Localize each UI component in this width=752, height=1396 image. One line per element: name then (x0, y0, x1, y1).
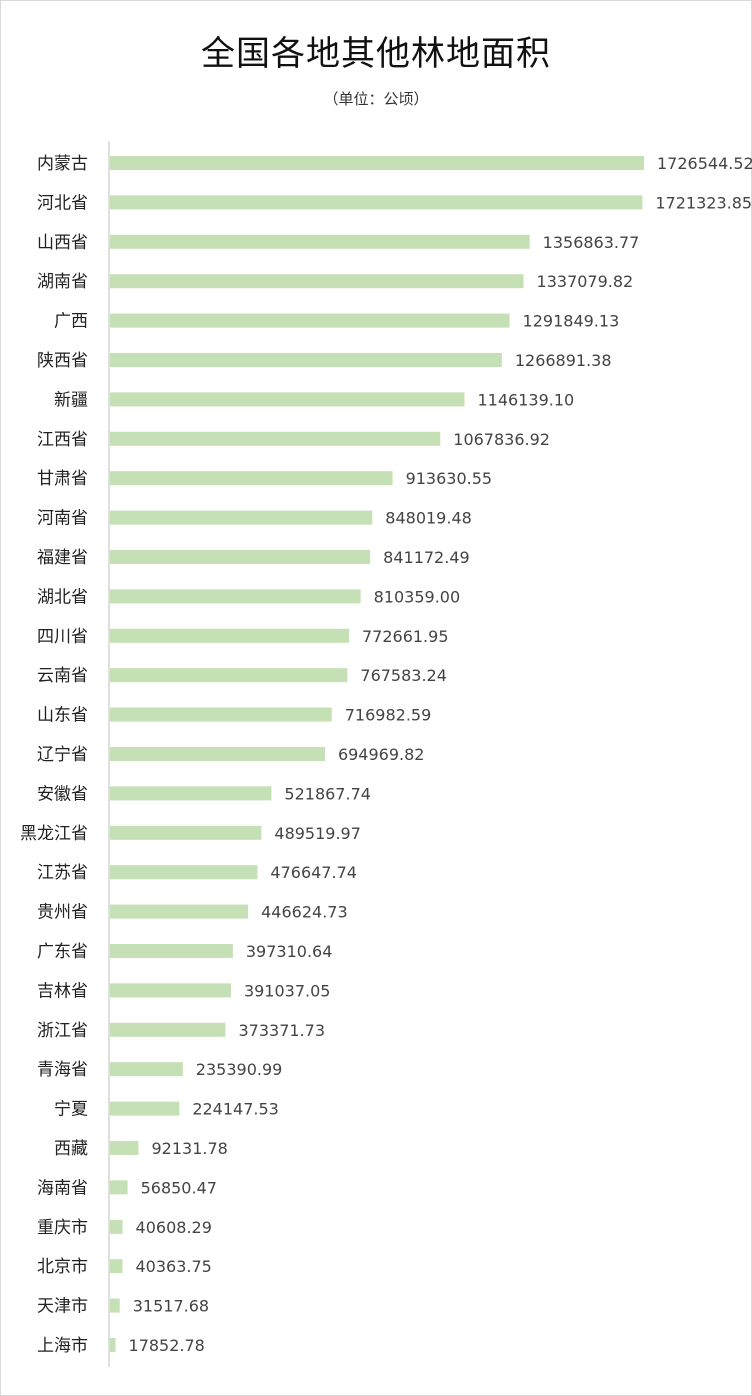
bar (110, 707, 332, 722)
category-label: 江苏省 (37, 863, 88, 883)
category-label: 天津市 (37, 1297, 88, 1317)
category-label: 贵州省 (37, 903, 88, 923)
category-label: 黑龙江省 (20, 824, 88, 844)
category-label: 宁夏 (54, 1100, 88, 1120)
category-label: 甘肃省 (37, 469, 88, 489)
data-label: 489519.97 (274, 824, 361, 843)
data-label: 40363.75 (135, 1257, 211, 1276)
category-label: 新疆 (54, 390, 88, 410)
bar (110, 471, 393, 486)
data-label: 1356863.77 (543, 233, 640, 252)
category-label: 西藏 (54, 1139, 88, 1159)
bar (110, 353, 502, 367)
category-label: 浙江省 (37, 1021, 88, 1041)
bar (110, 510, 373, 525)
data-label: 521867.74 (284, 784, 371, 803)
chart-title: 全国各地其他林地面积 (201, 34, 551, 74)
category-label: 云南省 (37, 666, 88, 686)
category-label: 陕西省 (37, 351, 88, 371)
category-label: 福建省 (37, 548, 88, 568)
bar (110, 1141, 139, 1155)
category-label: 湖北省 (37, 587, 88, 607)
data-label: 848019.48 (385, 509, 472, 528)
data-label: 397310.64 (246, 942, 333, 961)
data-label: 810359.00 (374, 587, 461, 606)
bar (110, 1219, 123, 1234)
data-label: 694969.82 (338, 745, 425, 764)
data-label: 446624.73 (261, 903, 348, 922)
bar (110, 1022, 226, 1037)
category-label: 四川省 (37, 627, 88, 647)
data-label: 1067836.92 (453, 430, 550, 449)
data-label: 31517.68 (133, 1297, 209, 1316)
bar (110, 825, 262, 840)
bar (110, 156, 644, 170)
data-label: 841172.49 (383, 548, 470, 567)
bar (110, 274, 524, 289)
bar (110, 313, 510, 328)
data-label: 1337079.82 (537, 272, 634, 291)
category-label: 山西省 (37, 233, 88, 253)
data-label: 1721323.85 (655, 193, 752, 212)
data-label: 391037.05 (244, 981, 331, 1000)
category-label: 上海市 (37, 1336, 88, 1356)
category-label: 北京市 (37, 1257, 88, 1277)
bar (110, 1180, 128, 1195)
category-label: 吉林省 (37, 981, 88, 1001)
data-label: 1291849.13 (523, 312, 620, 331)
category-label: 河北省 (37, 193, 88, 213)
data-label: 913630.55 (406, 469, 493, 488)
bar (110, 747, 325, 761)
bar (110, 550, 371, 564)
category-label: 湖南省 (37, 272, 88, 292)
bar (110, 983, 231, 998)
bar (110, 904, 249, 919)
category-label: 安徽省 (37, 784, 88, 804)
data-label: 40608.29 (136, 1218, 212, 1237)
data-label: 767583.24 (360, 666, 447, 685)
data-label: 1266891.38 (515, 351, 612, 370)
data-label: 224147.53 (192, 1100, 279, 1119)
category-label: 重庆市 (37, 1218, 88, 1238)
bar (110, 1338, 116, 1352)
data-label: 92131.78 (151, 1139, 227, 1158)
bar (110, 392, 465, 407)
bar (110, 1298, 120, 1313)
data-label: 235390.99 (196, 1060, 283, 1079)
category-label: 江西省 (37, 430, 88, 450)
bar (110, 1101, 180, 1116)
category-label: 青海省 (37, 1060, 88, 1080)
bar (110, 431, 441, 446)
data-label: 373371.73 (238, 1021, 325, 1040)
data-label: 17852.78 (129, 1336, 205, 1355)
bar (110, 1259, 123, 1274)
bar (110, 234, 530, 249)
data-label: 772661.95 (362, 627, 449, 646)
chart-subtitle: （单位：公顷） (323, 90, 429, 108)
category-label: 广西 (54, 312, 88, 332)
bar (110, 865, 258, 880)
category-label: 山东省 (37, 706, 88, 726)
data-label: 1146139.10 (477, 390, 574, 409)
bar (110, 195, 643, 210)
data-label: 716982.59 (345, 706, 432, 725)
bar (110, 944, 233, 958)
category-label: 内蒙古 (37, 154, 88, 174)
category-label: 辽宁省 (37, 745, 88, 765)
bar (110, 786, 272, 801)
bar (110, 589, 361, 604)
category-label: 河南省 (37, 509, 88, 529)
bar (110, 1062, 183, 1077)
category-label: 广东省 (37, 942, 88, 962)
bar (110, 668, 348, 683)
category-label: 海南省 (37, 1178, 88, 1198)
bar (110, 628, 349, 643)
data-label: 56850.47 (141, 1178, 217, 1197)
data-label: 476647.74 (270, 863, 357, 882)
data-label: 1726544.52 (657, 154, 752, 173)
